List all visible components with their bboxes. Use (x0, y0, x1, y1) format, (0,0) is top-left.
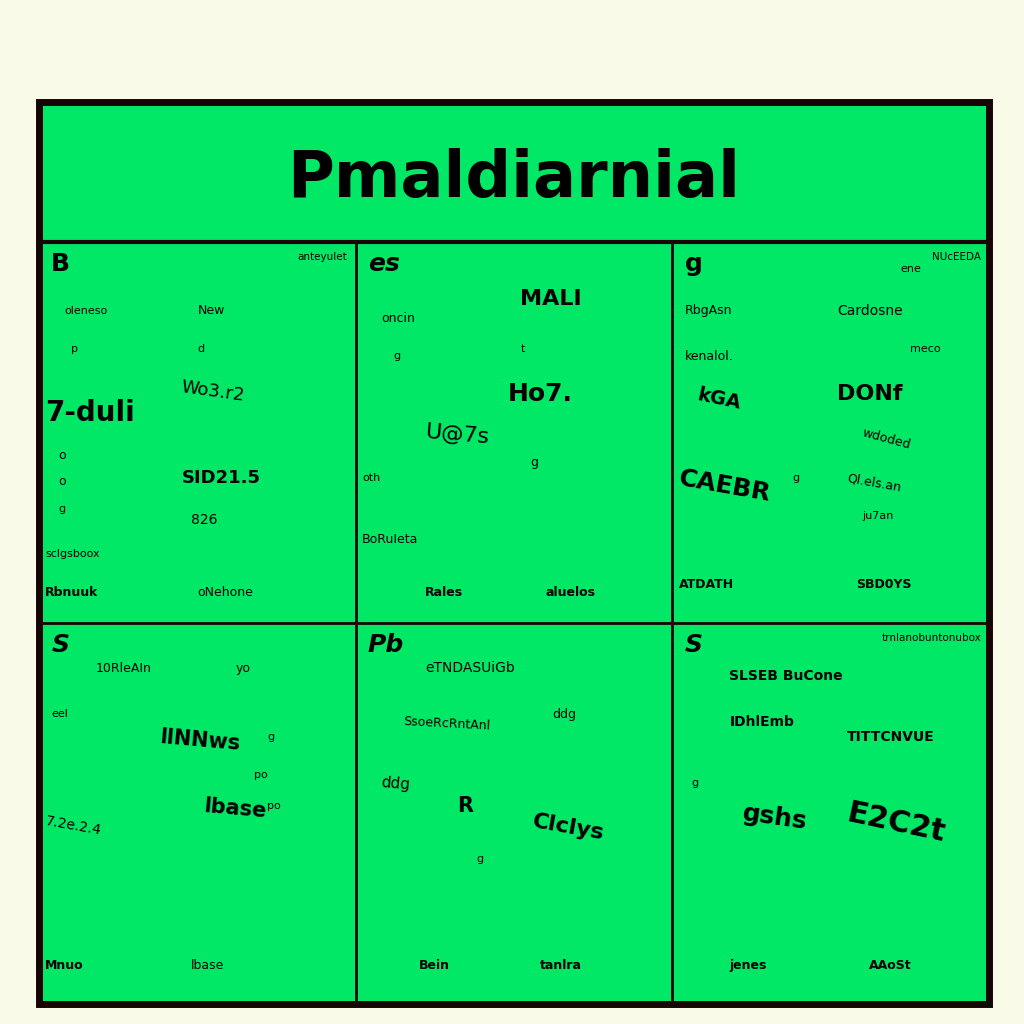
Text: 7.2e.2.4: 7.2e.2.4 (44, 814, 102, 838)
Text: Pmaldiarnial: Pmaldiarnial (288, 148, 740, 210)
Text: R: R (457, 796, 473, 815)
Text: S: S (51, 633, 70, 657)
Text: oleneso: oleneso (65, 305, 108, 315)
Text: g: g (476, 854, 483, 864)
Text: oth: oth (362, 473, 380, 483)
Text: o: o (58, 475, 66, 488)
Text: eel: eel (51, 710, 69, 719)
Text: IDhlEmb: IDhlEmb (729, 715, 795, 729)
Text: ene: ene (900, 264, 922, 273)
Text: kenalol.: kenalol. (685, 350, 734, 362)
Text: ju7an: ju7an (862, 511, 894, 521)
Text: sclgsboox: sclgsboox (45, 549, 100, 559)
Text: t: t (520, 344, 524, 353)
Text: MALI: MALI (520, 289, 582, 309)
Text: U@7s: U@7s (425, 423, 490, 447)
Text: anteyulet: anteyulet (298, 252, 347, 262)
Text: Cardosne: Cardosne (838, 303, 903, 317)
Text: SLSEB BuCone: SLSEB BuCone (729, 669, 843, 683)
Text: Bein: Bein (419, 958, 450, 972)
Text: g: g (691, 777, 698, 787)
Text: lbase: lbase (190, 958, 224, 972)
Text: g: g (529, 457, 538, 469)
Text: g: g (58, 504, 66, 514)
Text: TITTCNVUE: TITTCNVUE (847, 730, 934, 744)
Text: d: d (198, 344, 205, 353)
Text: oNehone: oNehone (198, 586, 253, 599)
Text: SID21.5: SID21.5 (181, 469, 260, 487)
Text: Ql.els.an: Ql.els.an (846, 472, 902, 494)
Text: aluelos: aluelos (546, 586, 596, 599)
Text: SBD0YS: SBD0YS (856, 579, 911, 591)
Text: eTNDASUiGb: eTNDASUiGb (425, 662, 515, 676)
Text: llNNws: llNNws (159, 727, 241, 754)
Text: po: po (267, 801, 281, 811)
Text: p: p (71, 344, 78, 353)
Text: ATDATH: ATDATH (679, 579, 734, 591)
Text: BoRuIeta: BoRuIeta (362, 532, 419, 546)
Text: g: g (793, 473, 800, 483)
Text: g: g (267, 732, 274, 742)
Text: SsoeRcRntAnl: SsoeRcRntAnl (402, 716, 490, 733)
Text: trnlanobuntonubox: trnlanobuntonubox (882, 633, 981, 643)
Text: DONf: DONf (838, 384, 902, 404)
Text: E2C2t: E2C2t (844, 799, 947, 848)
Bar (39, 102, 989, 1004)
Text: Ho7.: Ho7. (508, 382, 572, 407)
Text: wdoded: wdoded (861, 426, 912, 452)
Text: gshs: gshs (740, 801, 808, 835)
Text: Mnuo: Mnuo (45, 958, 84, 972)
Text: lbase: lbase (203, 796, 267, 821)
Text: RbgAsn: RbgAsn (685, 304, 732, 317)
Text: es: es (368, 252, 399, 276)
Text: tanlra: tanlra (540, 958, 582, 972)
Text: 10RleAIn: 10RleAIn (96, 662, 152, 675)
Text: 7-duli: 7-duli (45, 399, 135, 427)
Text: Rbnuuk: Rbnuuk (45, 586, 98, 599)
Text: Rales: Rales (425, 586, 464, 599)
Text: o: o (58, 449, 66, 462)
Text: Pb: Pb (368, 633, 404, 657)
Text: S: S (685, 633, 702, 657)
Text: Clclys: Clclys (531, 811, 606, 843)
Text: meco: meco (910, 344, 941, 353)
Text: CAEBR: CAEBR (677, 466, 772, 506)
Text: kGA: kGA (695, 385, 742, 413)
Text: ddg: ddg (552, 708, 577, 721)
Text: Wo3.r2: Wo3.r2 (180, 378, 246, 404)
Text: New: New (198, 304, 224, 317)
Text: B: B (51, 252, 71, 276)
Text: yo: yo (236, 662, 250, 675)
Text: jenes: jenes (729, 958, 767, 972)
Text: 826: 826 (190, 513, 217, 527)
Text: po: po (254, 770, 268, 780)
Text: ddg: ddg (380, 775, 411, 793)
Text: AAoSt: AAoSt (868, 958, 911, 972)
Text: g: g (393, 351, 400, 361)
Text: g: g (685, 252, 702, 276)
Text: oncin: oncin (381, 311, 415, 325)
Text: NUcEEDA: NUcEEDA (932, 252, 981, 262)
